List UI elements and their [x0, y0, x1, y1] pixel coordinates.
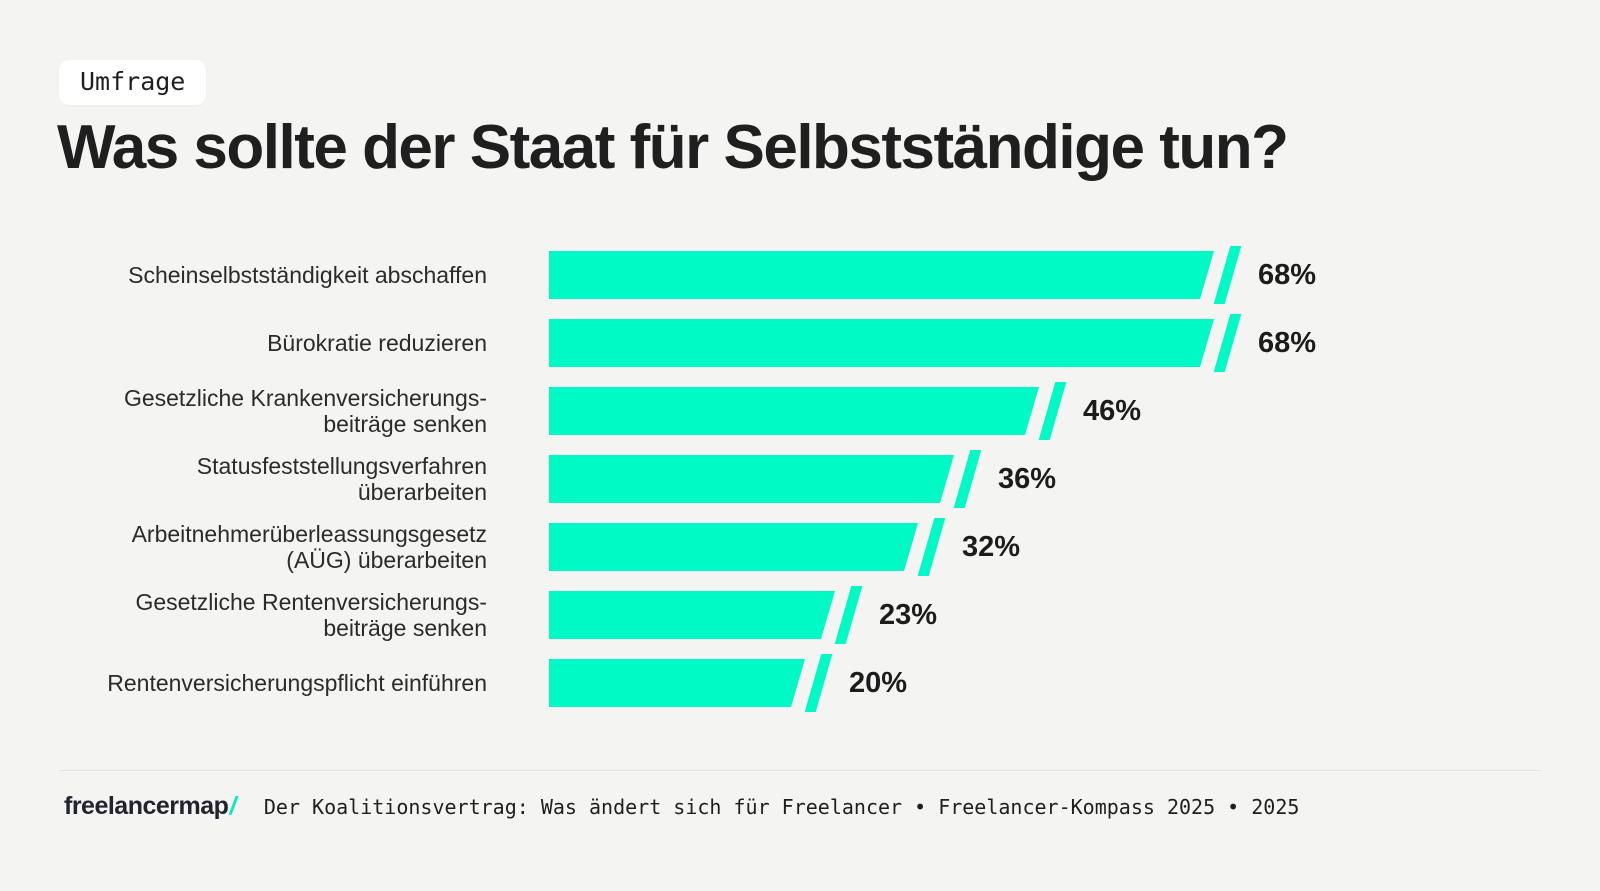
bar-slash-accent-icon — [1213, 246, 1242, 304]
bar-category-label-line: beiträge senken — [323, 411, 487, 437]
bar-value-label: 20% — [849, 667, 908, 699]
bar-slash-accent-icon — [834, 586, 863, 644]
bar-track: 32% — [549, 518, 1600, 576]
bar-category-label-line: (AÜG) überarbeiten — [286, 547, 487, 573]
chart-row: Scheinselbstständigkeit abschaffen 68% — [0, 246, 1600, 304]
bar-category-label-line: Rentenversicherungspflicht einführen — [107, 670, 487, 696]
page-title: Was sollte der Staat für Selbstständige … — [57, 113, 1289, 182]
chart-row: Gesetzliche Krankenversicherungs-beiträg… — [0, 382, 1600, 440]
bar-category-label-line: Statusfeststellungsverfahren — [196, 453, 487, 479]
bar-track: 68% — [549, 246, 1600, 304]
bar-value-label: 68% — [1258, 327, 1317, 359]
bar-slash-accent-icon — [1213, 314, 1242, 372]
bar-chart: Scheinselbstständigkeit abschaffen 68% B… — [0, 246, 1600, 727]
bar-category-label-line: Gesetzliche Krankenversicherungs- — [123, 385, 487, 411]
bar-category-label-line: Bürokratie reduzieren — [267, 330, 487, 356]
bar — [549, 659, 805, 707]
chart-row: Rentenversicherungspflicht einführen 20% — [0, 654, 1600, 712]
bar-category-label: Arbeitnehmerüberleassungsgesetz (AÜG) übe… — [0, 521, 487, 573]
bar-value-label: 46% — [1083, 395, 1142, 427]
bar-category-label: Bürokratie reduzieren — [0, 319, 487, 367]
bar — [549, 251, 1214, 299]
bar-category-label-line: Gesetzliche Rentenversicherungs- — [135, 589, 487, 615]
bar-category-label: Scheinselbstständigkeit abschaffen — [0, 251, 487, 299]
bar-track: 36% — [549, 450, 1600, 508]
bar-value-label: 36% — [998, 463, 1057, 495]
chart-row: Bürokratie reduzieren 68% — [0, 314, 1600, 372]
bar-value-label: 23% — [879, 599, 938, 631]
bar-value-label: 32% — [962, 531, 1021, 563]
bar-category-label: Gesetzliche Rentenversicherungs-beiträge… — [0, 589, 487, 641]
bar-slash-accent-icon — [804, 654, 833, 712]
bar-category-label-line: überarbeiten — [357, 479, 487, 505]
footer-divider — [59, 770, 1541, 771]
bar-category-label: Rentenversicherungspflicht einführen — [0, 659, 487, 707]
bar — [549, 319, 1214, 367]
bar-track: 68% — [549, 314, 1600, 372]
bar-track: 23% — [549, 586, 1600, 644]
bar — [549, 591, 835, 639]
bar-slash-accent-icon — [917, 518, 946, 576]
bar — [549, 455, 954, 503]
bar-track: 46% — [549, 382, 1600, 440]
bar-category-label: Statusfeststellungsverfahren überarbeiten — [0, 453, 487, 505]
bar-category-label-line: beiträge senken — [323, 615, 487, 641]
chart-row: Gesetzliche Rentenversicherungs-beiträge… — [0, 586, 1600, 644]
bar — [549, 387, 1039, 435]
bar — [549, 523, 918, 571]
chart-row: Statusfeststellungsverfahren überarbeiten… — [0, 450, 1600, 508]
logo-text: freelancermap — [64, 792, 229, 820]
bar-slash-accent-icon — [953, 450, 982, 508]
freelancermap-logo: freelancermap/ — [64, 792, 236, 821]
logo-slash-icon: / — [229, 792, 236, 820]
badge-label: Umfrage — [80, 67, 186, 96]
footer-caption: Der Koalitionsvertrag: Was ändert sich f… — [263, 795, 1300, 819]
chart-row: Arbeitnehmerüberleassungsgesetz (AÜG) übe… — [0, 518, 1600, 576]
footer: freelancermap/ Der Koalitionsvertrag: Wa… — [64, 792, 1299, 821]
bar-category-label-line: Scheinselbstständigkeit abschaffen — [128, 262, 487, 288]
bar-track: 20% — [549, 654, 1600, 712]
bar-category-label-line: Arbeitnehmerüberleassungsgesetz — [131, 521, 487, 547]
bar-slash-accent-icon — [1038, 382, 1067, 440]
bar-category-label: Gesetzliche Krankenversicherungs-beiträg… — [0, 385, 487, 437]
bar-value-label: 68% — [1258, 259, 1317, 291]
category-badge: Umfrage — [59, 60, 207, 105]
